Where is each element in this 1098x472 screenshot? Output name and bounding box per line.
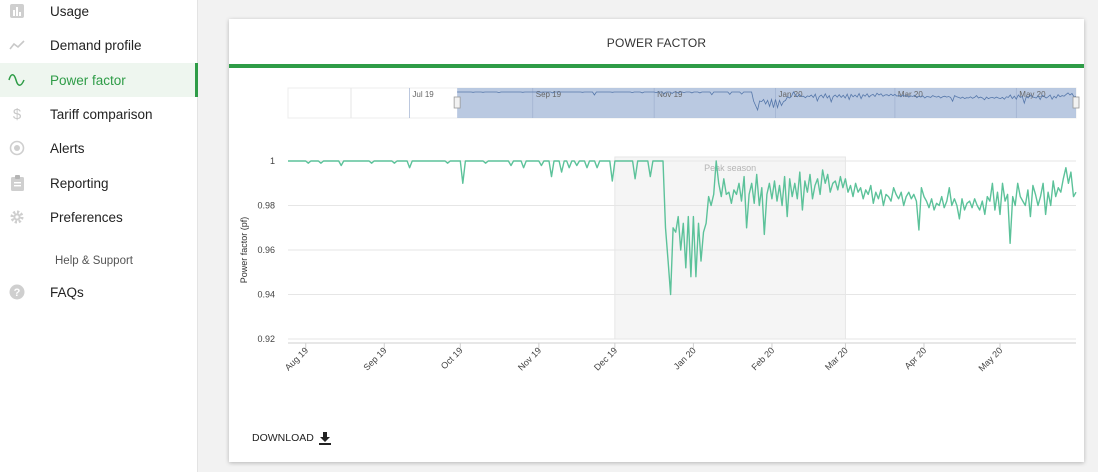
- x-tick-label: Aug 19: [283, 345, 310, 372]
- sidebar-item-label: Tariff comparison: [50, 106, 153, 122]
- navigator-tick-label: Jan 20: [779, 90, 804, 99]
- alert-target-icon: [8, 139, 26, 157]
- sidebar-item-label: Demand profile: [50, 37, 142, 53]
- bar-chart-icon: [8, 2, 26, 20]
- sidebar-item-demand-profile[interactable]: Demand profile: [0, 28, 198, 62]
- y-tick-label: 1: [270, 156, 275, 166]
- y-tick-label: 0.94: [257, 290, 275, 300]
- sidebar: Usage Demand profile Power factor $ Tari…: [0, 0, 198, 472]
- dollar-icon: $: [8, 105, 26, 123]
- sidebar-item-preferences[interactable]: Preferences: [0, 200, 198, 234]
- navigator-tick-label: May 20: [1019, 90, 1046, 99]
- sidebar-item-label: Reporting: [50, 175, 109, 191]
- card-title: POWER FACTOR: [606, 36, 707, 50]
- card-accent-bar: [229, 64, 1084, 68]
- sidebar-item-label: Usage: [50, 3, 90, 19]
- gear-icon: [8, 208, 26, 226]
- question-circle-icon: ?: [8, 283, 26, 301]
- sidebar-item-usage[interactable]: Usage: [0, 0, 198, 28]
- download-icon: [318, 431, 331, 445]
- sidebar-item-label: FAQs: [50, 284, 84, 300]
- y-tick-label: 0.92: [257, 334, 275, 344]
- navigator-line: [457, 91, 1077, 112]
- navigator-tick-label: Nov 19: [657, 90, 683, 99]
- x-tick-label: May 20: [976, 345, 1004, 373]
- power-factor-card: POWER FACTOR Peak season 1 0.98 0.96 0.94 0.9…: [229, 19, 1084, 462]
- x-tick-label: Jan 20: [672, 345, 698, 371]
- y-tick-label: 0.98: [257, 201, 275, 211]
- clipboard-icon: [8, 174, 26, 192]
- x-tick-label: Sep 19: [361, 345, 388, 372]
- sidebar-item-reporting[interactable]: Reporting: [0, 166, 198, 200]
- y-axis-label: Power factor (pf): [239, 217, 249, 284]
- x-tick-label: Apr 20: [903, 345, 929, 371]
- power-factor-line: [288, 160, 1077, 296]
- sidebar-item-power-factor[interactable]: Power factor: [0, 63, 198, 97]
- svg-text:?: ?: [14, 287, 21, 299]
- x-tick-label: Oct 19: [439, 345, 465, 371]
- download-button[interactable]: DOWNLOAD: [252, 430, 331, 446]
- peak-season-label: Peak season: [704, 163, 756, 173]
- x-tick-label: Nov 19: [516, 345, 543, 372]
- navigator-tick-label: Mar 20: [898, 90, 923, 99]
- navigator-handle-right[interactable]: [1072, 96, 1080, 109]
- x-tick-label: Mar 20: [823, 345, 850, 372]
- sidebar-item-alerts[interactable]: Alerts: [0, 131, 198, 165]
- sidebar-item-label: Power factor: [50, 72, 126, 88]
- download-label: DOWNLOAD: [252, 432, 314, 444]
- sine-wave-icon: [8, 71, 26, 89]
- y-tick-label: 0.96: [257, 245, 275, 255]
- sidebar-item-label: Alerts: [50, 140, 85, 156]
- svg-text:$: $: [13, 106, 22, 122]
- x-tick-label: Dec 19: [592, 345, 619, 372]
- navigator-tick-label: Jul 19: [412, 90, 434, 99]
- sidebar-item-label: Preferences: [50, 209, 123, 225]
- help-support-heading: Help & Support: [55, 255, 133, 267]
- navigator-handle-left[interactable]: [453, 96, 461, 109]
- sidebar-item-tariff-comparison[interactable]: $ Tariff comparison: [0, 97, 198, 131]
- sidebar-item-faqs[interactable]: ? FAQs: [0, 275, 198, 309]
- trend-line-icon: [8, 36, 26, 54]
- x-tick-label: Feb 20: [749, 345, 776, 372]
- power-factor-chart[interactable]: Peak season 1 0.98 0.96 0.94 0.92 Power factor…: [229, 19, 1084, 419]
- navigator-tick-label: Sep 19: [536, 90, 562, 99]
